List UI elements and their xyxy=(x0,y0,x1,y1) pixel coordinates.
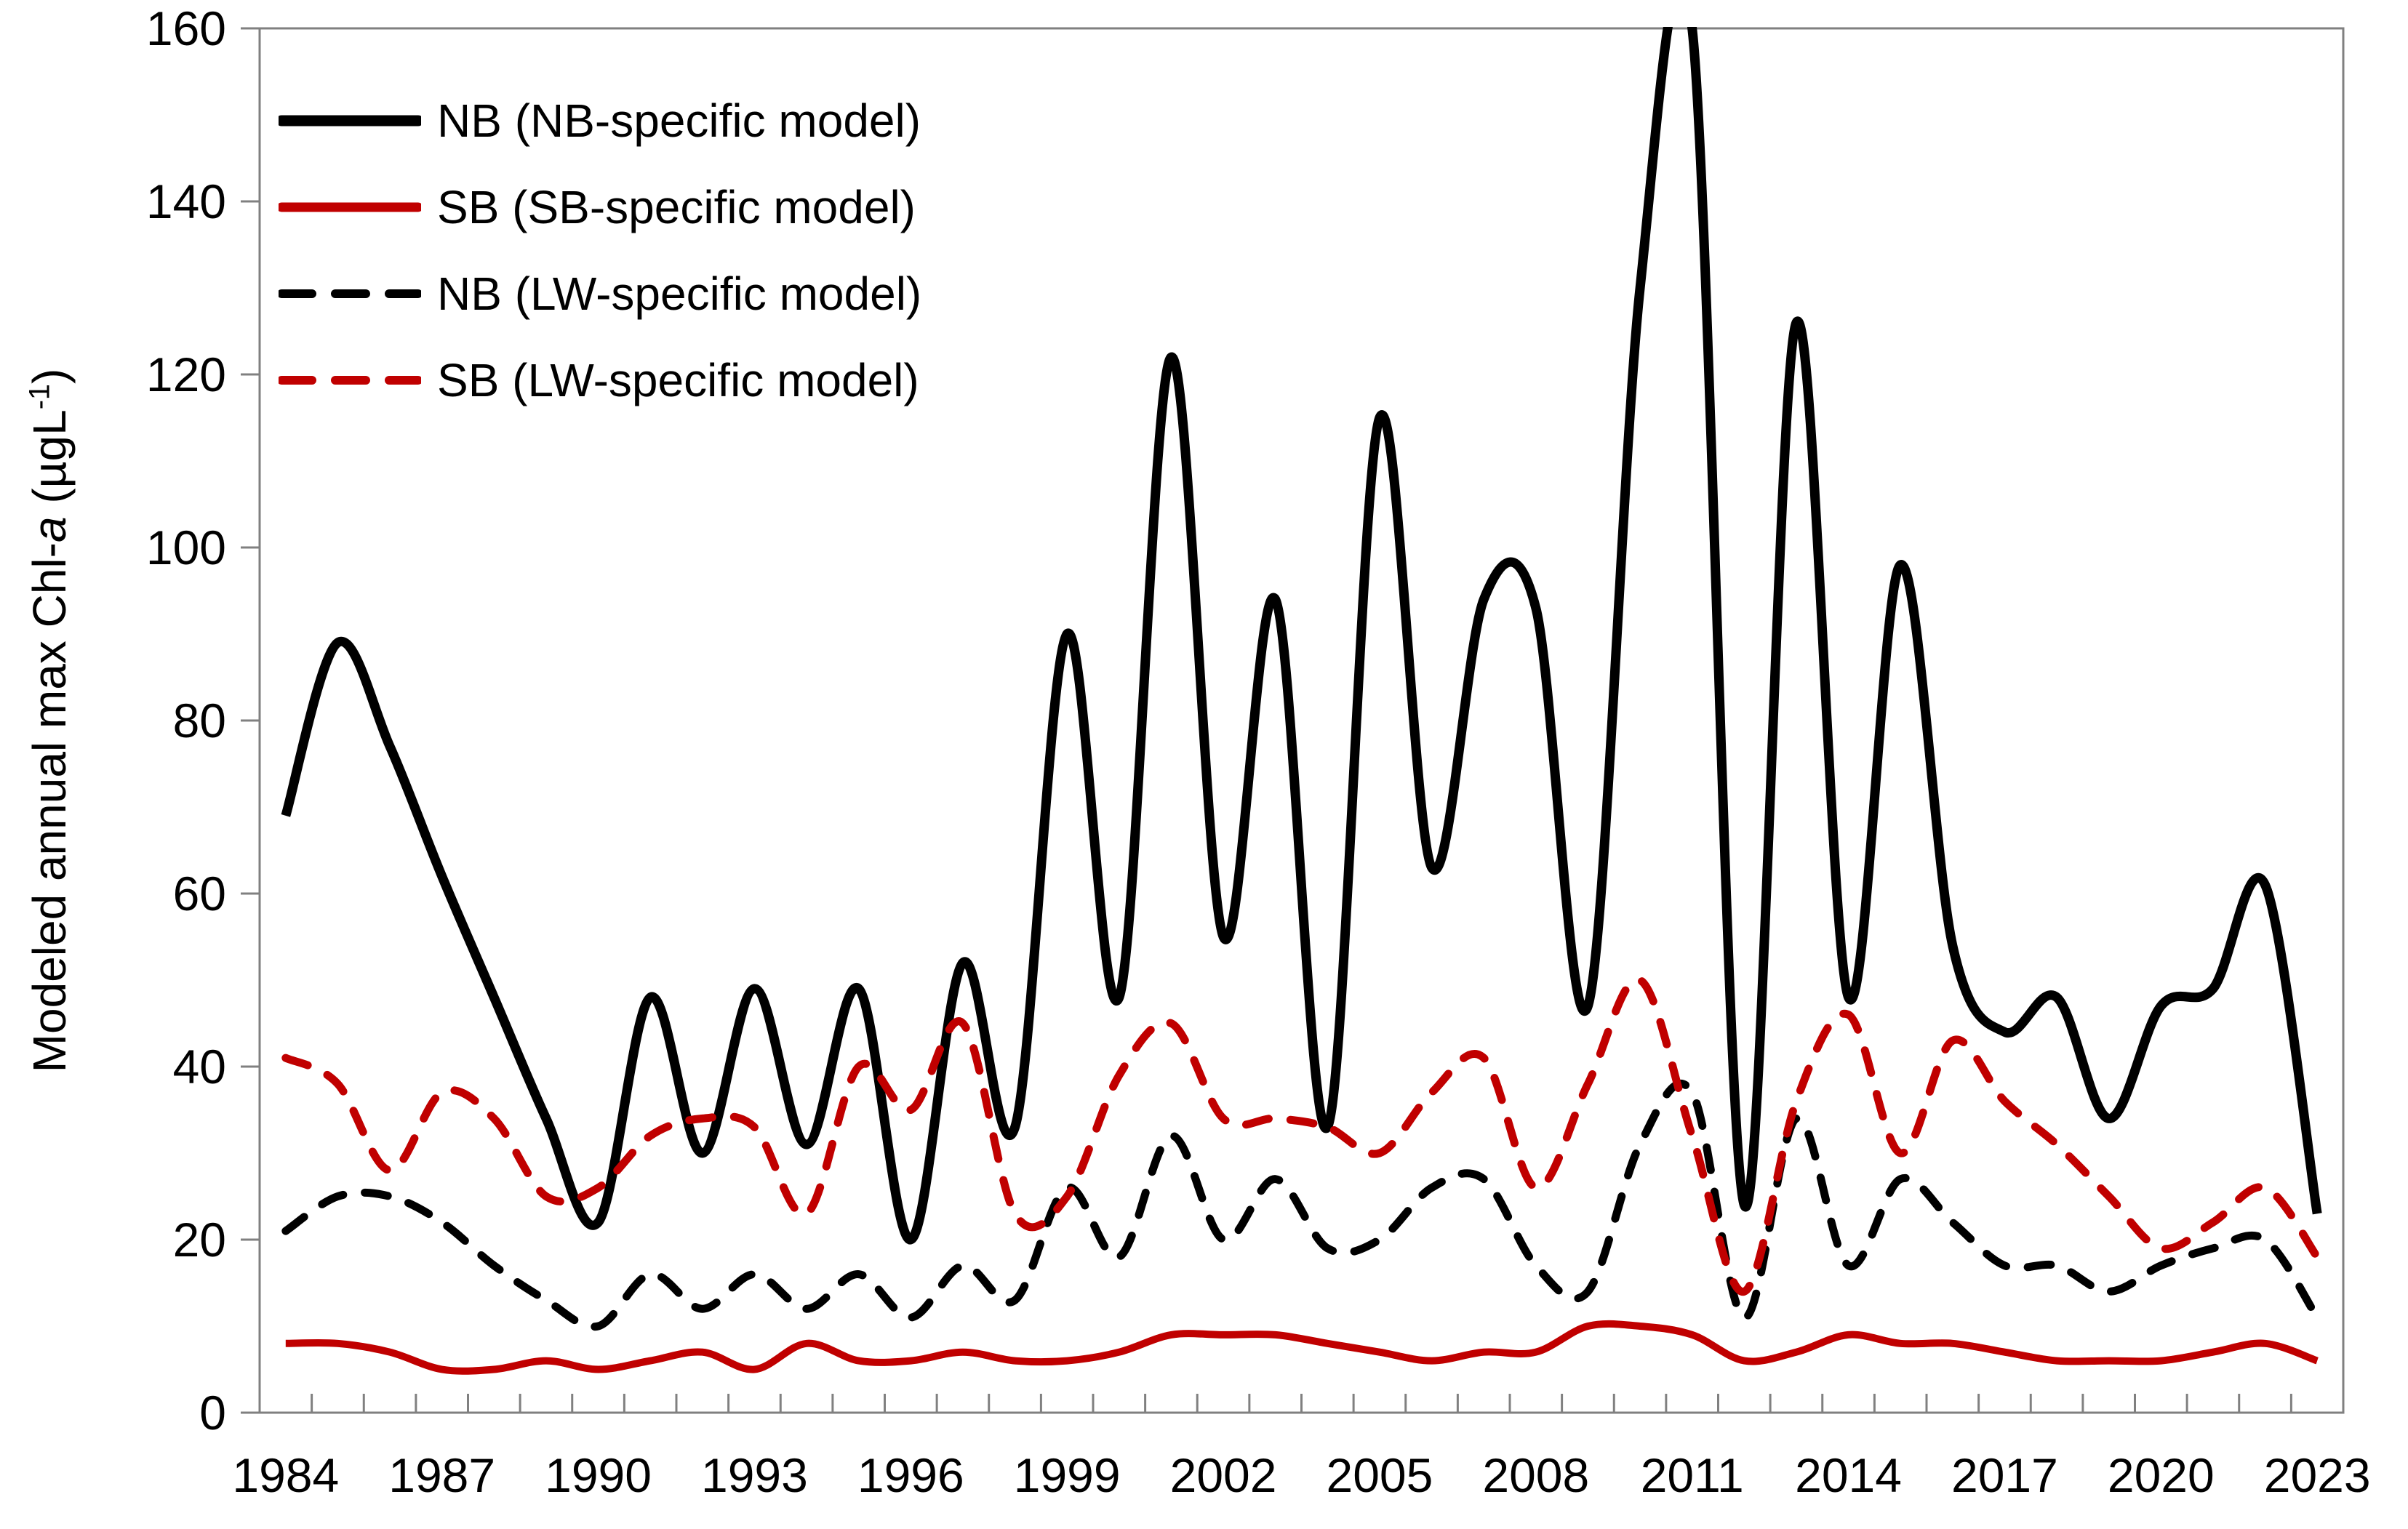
legend-label-nb-lw: NB (LW-specific model) xyxy=(437,267,922,320)
x-tick-label: 1987 xyxy=(388,1448,495,1502)
x-tick-label: 2005 xyxy=(1327,1448,1433,1502)
y-axis-title-close: ) xyxy=(23,368,76,384)
y-tick-label: 140 xyxy=(146,174,226,228)
x-tick-label: 2020 xyxy=(2108,1448,2215,1502)
chart-legend: NB (NB-specific model) SB (SB-specific m… xyxy=(279,77,921,423)
line-sample-black-dashed-icon xyxy=(279,289,421,298)
x-tick-label: 2017 xyxy=(1951,1448,2058,1502)
x-tick-label: 2002 xyxy=(1170,1448,1277,1502)
line-sample-red-solid-icon xyxy=(279,202,421,212)
x-tick-label: 2008 xyxy=(1482,1448,1589,1502)
legend-item-sb-sb: SB (SB-specific model) xyxy=(279,164,921,250)
y-tick-label: 60 xyxy=(173,867,226,920)
y-tick-label: 40 xyxy=(173,1040,226,1093)
y-axis-ticks xyxy=(241,27,260,1414)
y-tick-label: 100 xyxy=(146,521,226,574)
series-line-2-nb-lw-specific-model- xyxy=(281,1080,2321,1331)
y-tick-label: 80 xyxy=(173,694,226,747)
line-sample-red-dashed-icon xyxy=(279,375,421,385)
y-tick-label: 160 xyxy=(146,1,226,55)
y-axis-title-unit: (µgL xyxy=(23,409,76,517)
series-line-1-sb-sb-specific-model- xyxy=(285,1320,2319,1375)
x-tick-label: 1993 xyxy=(701,1448,808,1502)
legend-label-sb-lw: SB (LW-specific model) xyxy=(437,353,919,406)
legend-label-nb-nb: NB (NB-specific model) xyxy=(437,94,921,147)
legend-item-nb-nb: NB (NB-specific model) xyxy=(279,77,921,164)
x-axis-ticks xyxy=(258,1394,2345,1413)
legend-item-sb-lw: SB (LW-specific model) xyxy=(279,337,921,423)
x-tick-label: 1984 xyxy=(232,1448,339,1502)
y-axis-title-italic-a: a xyxy=(23,516,76,543)
y-axis-title: Modeled annual max Chl-a (µgL-1) xyxy=(23,369,76,1073)
y-axis-tick-labels: 0 20 40 60 80 100 120 140 160 xyxy=(146,1,226,1440)
y-axis-title-superscript: -1 xyxy=(23,384,56,410)
legend-label-sb-sb: SB (SB-specific model) xyxy=(437,180,916,233)
x-tick-label: 2011 xyxy=(1641,1448,1744,1502)
y-axis-title-text: Modeled annual max Chl- xyxy=(23,542,76,1073)
series-lines xyxy=(281,27,2322,1375)
y-tick-label: 0 xyxy=(199,1386,226,1440)
x-axis-tick-labels: 1984 1987 1990 1993 1996 1999 2002 2005 2008 2011… xyxy=(232,1448,2370,1502)
x-tick-label: 1990 xyxy=(545,1448,652,1502)
y-tick-label: 120 xyxy=(146,348,226,401)
series-line-3-sb-lw-specific-model- xyxy=(281,975,2321,1296)
y-tick-label: 20 xyxy=(173,1213,226,1267)
legend-item-nb-lw: NB (LW-specific model) xyxy=(279,250,921,337)
x-tick-label: 1999 xyxy=(1014,1448,1121,1502)
x-tick-label: 2023 xyxy=(2264,1448,2371,1502)
x-tick-label: 2014 xyxy=(1795,1448,1902,1502)
x-tick-label: 1996 xyxy=(857,1448,964,1502)
line-sample-black-solid-icon xyxy=(279,115,421,126)
series-line-0-nb-nb-specific-model- xyxy=(281,27,2322,1245)
